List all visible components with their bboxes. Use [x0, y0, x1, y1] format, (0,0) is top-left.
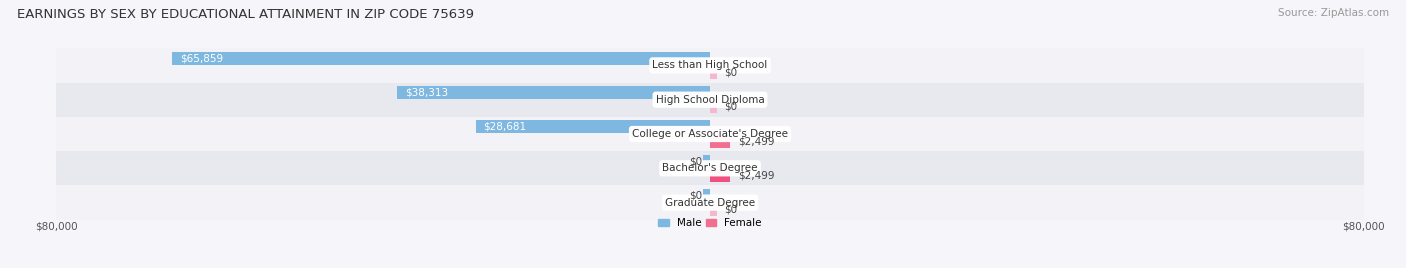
Text: Less than High School: Less than High School	[652, 60, 768, 70]
Text: Source: ZipAtlas.com: Source: ZipAtlas.com	[1278, 8, 1389, 18]
Bar	[475, 120, 710, 133]
Bar	[56, 117, 1364, 151]
Text: $2,499: $2,499	[738, 136, 775, 146]
Text: $0: $0	[724, 102, 738, 112]
Bar	[703, 189, 710, 202]
Text: $0: $0	[724, 205, 738, 215]
Text: $2,499: $2,499	[738, 170, 775, 181]
Bar	[396, 86, 710, 99]
Bar	[56, 151, 1364, 185]
Text: $28,681: $28,681	[484, 122, 527, 132]
Bar	[710, 135, 731, 148]
Bar	[172, 52, 710, 65]
Bar	[710, 169, 731, 182]
Bar	[56, 48, 1364, 83]
Text: $65,859: $65,859	[180, 53, 222, 63]
Bar	[710, 100, 717, 113]
Text: Bachelor's Degree: Bachelor's Degree	[662, 163, 758, 173]
Bar	[56, 83, 1364, 117]
Bar	[710, 66, 717, 79]
Legend: Male, Female: Male, Female	[658, 218, 762, 228]
Text: $0: $0	[689, 190, 702, 200]
Text: $38,313: $38,313	[405, 87, 449, 98]
Bar	[56, 185, 1364, 220]
Bar	[703, 155, 710, 168]
Bar	[710, 203, 717, 216]
Text: Graduate Degree: Graduate Degree	[665, 198, 755, 208]
Text: College or Associate's Degree: College or Associate's Degree	[633, 129, 787, 139]
Text: EARNINGS BY SEX BY EDUCATIONAL ATTAINMENT IN ZIP CODE 75639: EARNINGS BY SEX BY EDUCATIONAL ATTAINMEN…	[17, 8, 474, 21]
Text: $0: $0	[724, 68, 738, 78]
Text: $0: $0	[689, 156, 702, 166]
Text: High School Diploma: High School Diploma	[655, 95, 765, 105]
